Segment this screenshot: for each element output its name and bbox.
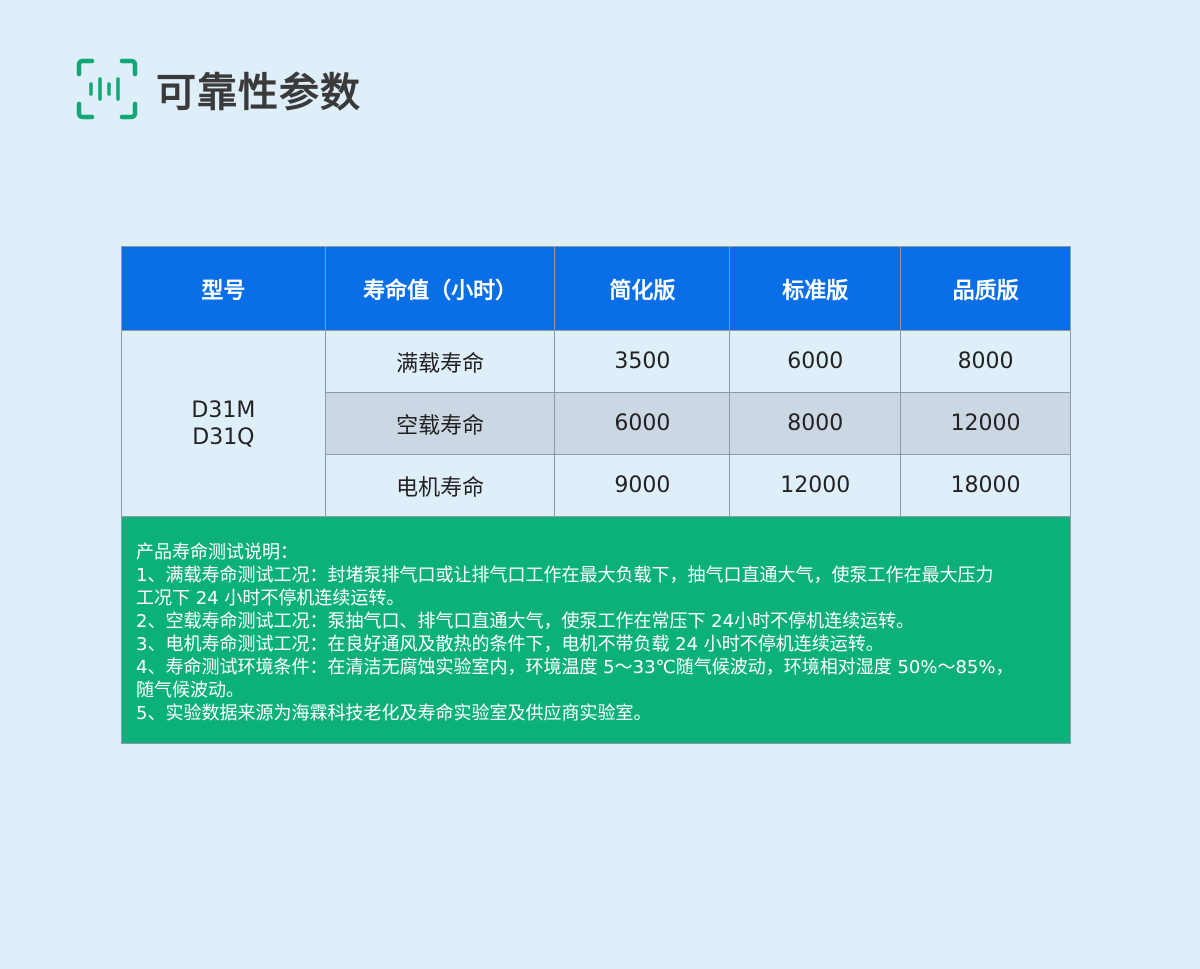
header-standard: 标准版 — [729, 246, 902, 331]
test-notes: 产品寿命测试说明： 1、满载寿命测试工况：封堵泵排气口或让排气口工作在最大负载下… — [121, 516, 1071, 744]
cell-value: 12000 — [900, 392, 1071, 455]
cell-value: 9000 — [554, 454, 731, 517]
model-cell: D31M D31Q — [121, 330, 326, 517]
cell-value: 6000 — [729, 330, 902, 393]
table-row: D31M D31Q 满载寿命 3500 6000 8000 — [121, 330, 1071, 517]
notes-heading: 产品寿命测试说明： — [136, 542, 298, 563]
cell-value: 12000 — [729, 454, 902, 517]
page-title: 可靠性参数 — [156, 70, 361, 116]
cell-value: 3500 — [554, 330, 731, 393]
header-quality: 品质版 — [900, 246, 1071, 331]
header-model: 型号 — [121, 246, 326, 331]
reliability-table: 型号 寿命值（小时） 简化版 标准版 品质版 D31M D31Q 满载寿命 35… — [121, 246, 1071, 744]
table-header-row: 型号 寿命值（小时） 简化版 标准版 品质版 — [121, 246, 1071, 331]
table-row: 空载寿命 6000 8000 12000 — [122, 392, 1071, 455]
model-name: D31M — [191, 397, 256, 423]
notes-row: 产品寿命测试说明： 1、满载寿命测试工况：封堵泵排气口或让排气口工作在最大负载下… — [121, 516, 1071, 744]
note-line: 随气候波动。 — [136, 680, 244, 701]
model-name: D31Q — [192, 424, 255, 450]
cell-value: 8000 — [729, 392, 902, 455]
note-line: 2、空载寿命测试工况：泵抽气口、排气口直通大气，使泵工作在常压下 24小时不停机… — [136, 611, 915, 632]
table-row: 电机寿命 9000 12000 18000 — [122, 454, 1071, 517]
row-label: 空载寿命 — [324, 392, 556, 455]
row-label: 电机寿命 — [324, 454, 556, 517]
page-header: 可靠性参数 — [76, 58, 361, 120]
cell-value: 18000 — [900, 454, 1071, 517]
note-line: 4、寿命测试环境条件：在清洁无腐蚀实验室内，环境温度 5～33℃随气候波动，环境… — [136, 657, 1014, 678]
barcode-scan-icon — [76, 58, 138, 120]
row-label: 满载寿命 — [324, 330, 556, 393]
header-life: 寿命值（小时） — [324, 246, 556, 331]
cell-value: 6000 — [554, 392, 731, 455]
header-simplified: 简化版 — [554, 246, 731, 331]
note-line: 工况下 24 小时不停机连续运转。 — [136, 588, 405, 609]
cell-value: 8000 — [900, 330, 1071, 393]
note-line: 5、实验数据来源为海霖科技老化及寿命实验室及供应商实验室。 — [136, 703, 652, 724]
note-line: 1、满载寿命测试工况：封堵泵排气口或让排气口工作在最大负载下，抽气口直通大气，使… — [136, 565, 994, 586]
note-line: 3、电机寿命测试工况：在良好通风及散热的条件下，电机不带负载 24 小时不停机连… — [136, 634, 884, 655]
